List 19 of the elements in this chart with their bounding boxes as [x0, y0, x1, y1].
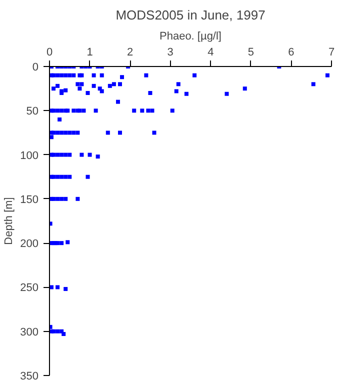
y-tick-label: 200 — [20, 238, 39, 250]
x-tick-label: 1 — [86, 46, 93, 58]
x-tick-label: 2 — [127, 46, 134, 58]
x-tick-label: 5 — [248, 46, 254, 58]
x-tick-label: 6 — [288, 46, 294, 58]
y-axis-title: Depth [m] — [3, 197, 16, 245]
y-tick-label: 50 — [26, 106, 39, 118]
x-tick-label: 0 — [46, 46, 53, 58]
x-tick-label: 4 — [208, 46, 214, 58]
y-tick-label: 300 — [20, 326, 39, 338]
x-axis-title: Phaeo. [µg/l] — [160, 30, 222, 42]
y-tick-label: 150 — [20, 194, 39, 206]
x-tick-label: 3 — [167, 46, 174, 58]
y-tick-label: 100 — [20, 150, 39, 162]
y-tick-label: 350 — [20, 370, 39, 382]
chart-title: MODS2005 in June, 1997 — [116, 8, 266, 22]
y-tick-label: 250 — [20, 282, 39, 294]
x-tick-label: 7 — [328, 46, 335, 58]
y-tick-label: 0 — [32, 62, 39, 74]
